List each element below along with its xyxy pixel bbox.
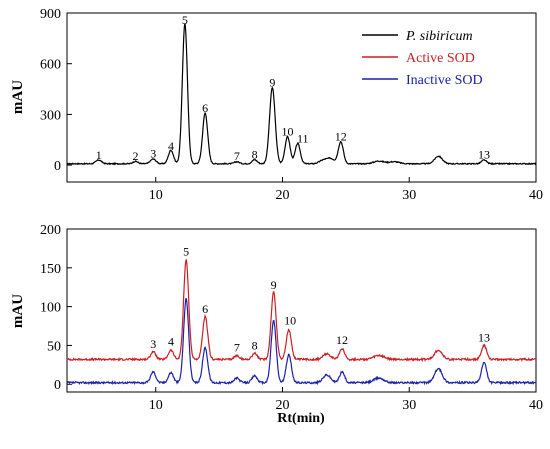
y-tick-label: 0 <box>54 159 61 174</box>
series-line-active-sod <box>66 259 537 363</box>
top-series-lines <box>66 23 537 166</box>
y-tick-label: 100 <box>40 301 61 316</box>
x-tick-label: 30 <box>402 188 416 203</box>
peak-label: 5 <box>182 13 188 27</box>
peak-label: 10 <box>282 125 294 139</box>
peak-label: 10 <box>284 313 296 327</box>
bottom-y-axis-label: mAU <box>10 294 26 328</box>
bottom-axis-ticks: 10 20 30 40 0 50 100 150 200 <box>40 223 543 413</box>
x-tick-label: 30 <box>402 398 416 413</box>
series-line-inactive-sod <box>66 297 537 386</box>
y-tick-label: 900 <box>40 7 61 22</box>
peak-label: 7 <box>234 149 240 163</box>
peak-label: 4 <box>168 139 174 153</box>
peak-label: 4 <box>168 334 174 348</box>
peak-label: 9 <box>271 278 277 292</box>
x-axis-label: Rt(min) <box>277 411 325 426</box>
peak-label: 5 <box>183 244 189 258</box>
peak-label: 9 <box>269 76 275 90</box>
peak-label: 2 <box>132 149 138 163</box>
top-axis-ticks: 10 20 30 40 0 300 600 900 <box>40 7 543 203</box>
y-tick-label: 600 <box>40 58 61 73</box>
peak-label: 8 <box>252 147 258 161</box>
bottom-series-lines <box>66 259 537 386</box>
legend-entry: Inactive SOD <box>406 73 483 88</box>
peak-label: 3 <box>150 337 156 351</box>
peak-label: 12 <box>336 333 348 347</box>
x-tick-label: 20 <box>275 398 289 413</box>
y-tick-label: 50 <box>47 339 61 354</box>
peak-label: 6 <box>202 101 208 115</box>
x-tick-label: 40 <box>529 188 543 203</box>
peak-label: 1 <box>96 148 102 162</box>
bottom-plot-frame <box>66 228 537 393</box>
peak-label: 3 <box>150 146 156 160</box>
peak-label: 11 <box>297 131 309 145</box>
legend-entry: Active SOD <box>406 51 475 66</box>
y-tick-label: 150 <box>40 262 61 277</box>
peak-label: 13 <box>478 331 490 345</box>
series-line-p-sibiricum <box>66 23 537 166</box>
x-tick-label: 10 <box>149 188 163 203</box>
top-y-axis-label: mAU <box>10 80 26 114</box>
y-tick-label: 0 <box>54 378 61 393</box>
peak-label: 8 <box>252 338 258 352</box>
x-tick-label: 40 <box>529 398 543 413</box>
peak-label: 6 <box>202 302 208 316</box>
x-tick-label: 10 <box>149 398 163 413</box>
legend: P. sibiricum Active SOD Inactive SOD <box>362 29 483 88</box>
y-tick-label: 200 <box>40 223 61 238</box>
peak-label: 13 <box>478 147 490 161</box>
legend-entry: P. sibiricum <box>405 29 473 44</box>
top-plot-frame <box>66 12 537 183</box>
peak-label: 7 <box>234 341 240 355</box>
y-tick-label: 300 <box>40 108 61 123</box>
peak-label: 12 <box>335 130 347 144</box>
x-tick-label: 20 <box>275 188 289 203</box>
